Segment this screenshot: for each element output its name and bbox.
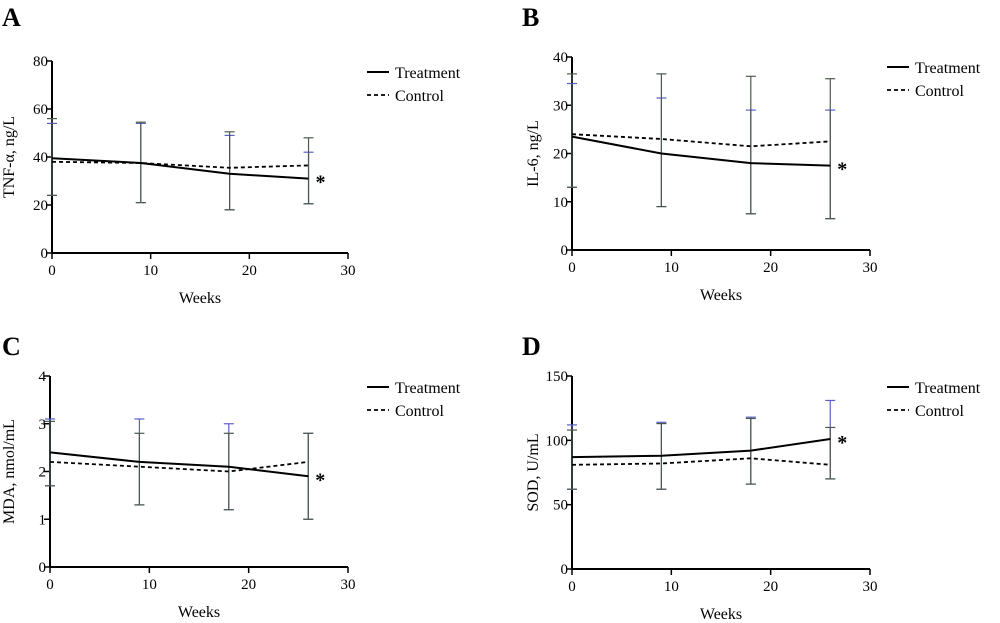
significance-marker: * — [316, 172, 326, 194]
x-axis-label: Weeks — [179, 290, 221, 307]
x-axis-label: Weeks — [700, 606, 742, 623]
series-line-control — [571, 133, 831, 148]
y-tick-label: 40 — [33, 150, 48, 166]
legend-label-control: Control — [915, 83, 964, 100]
panel-label: C — [2, 332, 21, 361]
y-tick-label: 20 — [553, 147, 568, 163]
y-tick-label: 50 — [553, 498, 568, 514]
y-tick-label: 0 — [41, 246, 49, 262]
y-tick-label: 20 — [33, 198, 48, 214]
y-tick-label: 0 — [561, 243, 569, 259]
x-axis-label: Weeks — [700, 287, 742, 304]
y-tick-label: 0 — [561, 562, 569, 578]
y-tick-label: 4 — [39, 369, 47, 385]
legend-label-treatment: Treatment — [395, 65, 461, 82]
y-tick-label: 150 — [546, 369, 569, 385]
legend-label-treatment: Treatment — [915, 380, 981, 397]
x-tick-label: 20 — [763, 260, 778, 276]
x-tick-label: 30 — [341, 263, 356, 279]
y-tick-label: 0 — [39, 560, 47, 576]
legend-label-control: Control — [395, 403, 444, 420]
x-tick-label: 20 — [763, 579, 778, 595]
x-axis-label: Weeks — [178, 604, 220, 621]
y-tick-label: 10 — [553, 195, 568, 211]
y-tick-label: 40 — [553, 50, 568, 66]
x-tick-label: 10 — [143, 263, 158, 279]
y-tick-label: 100 — [546, 433, 569, 449]
x-tick-label: 10 — [664, 579, 679, 595]
x-tick-label: 30 — [341, 577, 356, 593]
series-line-treatment — [571, 438, 831, 459]
significance-marker: * — [837, 159, 847, 181]
x-tick-label: 0 — [46, 577, 54, 593]
x-tick-label: 10 — [664, 260, 679, 276]
x-tick-label: 10 — [142, 577, 157, 593]
x-tick-label: 20 — [242, 263, 257, 279]
series-line-control — [571, 457, 831, 466]
y-axis-label: IL-6, ng/L — [525, 120, 542, 187]
x-tick-label: 30 — [863, 579, 878, 595]
panel-label: D — [522, 332, 541, 361]
x-tick-label: 30 — [863, 260, 878, 276]
y-tick-label: 1 — [39, 512, 47, 528]
y-tick-label: 2 — [39, 465, 47, 481]
x-tick-label: 0 — [568, 579, 576, 595]
x-tick-label: 0 — [48, 263, 56, 279]
series-line-control — [49, 461, 309, 473]
legend-label-treatment: Treatment — [395, 380, 461, 397]
y-tick-label: 3 — [39, 417, 47, 433]
y-tick-label: 60 — [33, 102, 48, 118]
series-line-treatment — [49, 451, 309, 478]
y-axis-label: MDA, nmol/mL — [1, 419, 18, 524]
legend-label-treatment: Treatment — [915, 60, 981, 77]
x-tick-label: 20 — [241, 577, 256, 593]
series-line-treatment — [571, 135, 831, 167]
legend-label-control: Control — [915, 403, 964, 420]
legend-label-control: Control — [395, 88, 444, 105]
series-line-control — [51, 160, 309, 169]
y-axis-label: SOD, U/mL — [525, 433, 542, 511]
panel-label: B — [522, 3, 539, 32]
y-tick-label: 30 — [553, 98, 568, 114]
y-tick-label: 80 — [33, 54, 48, 70]
series-line-treatment — [51, 157, 309, 180]
significance-marker: * — [315, 469, 325, 491]
significance-marker: * — [837, 432, 847, 454]
x-tick-label: 0 — [568, 260, 576, 276]
y-axis-label: TNF-α, ng/L — [1, 116, 18, 198]
panel-label: A — [2, 3, 21, 32]
